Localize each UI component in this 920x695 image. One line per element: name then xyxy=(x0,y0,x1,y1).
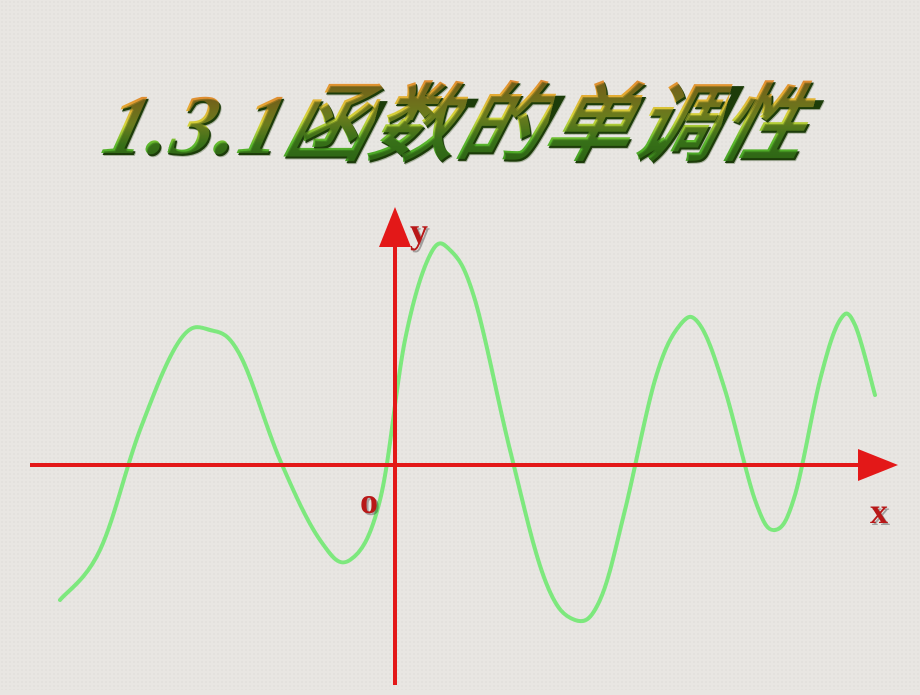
y-axis-label: y xyxy=(410,210,428,252)
x-axis-label: x xyxy=(870,490,888,532)
function-chart xyxy=(0,200,920,690)
slide-container: 1.3.1函数的单调性 y x o xyxy=(0,0,920,690)
origin-label: o xyxy=(360,480,378,522)
chart-area xyxy=(0,200,920,690)
slide-title: 1.3.1函数的单调性 xyxy=(92,55,827,178)
function-curve xyxy=(60,243,875,621)
